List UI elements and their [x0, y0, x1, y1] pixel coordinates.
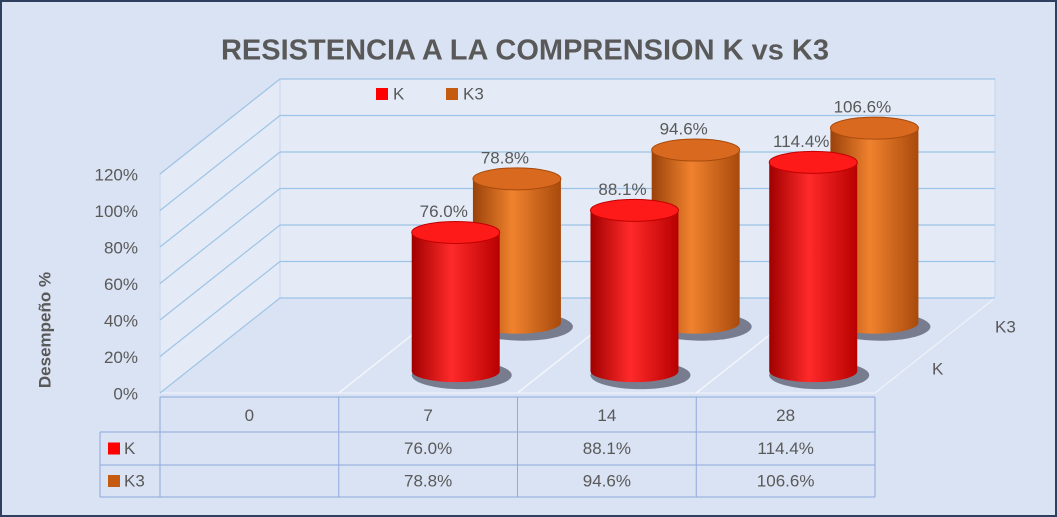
grid-line	[159, 187, 995, 284]
table-cell: 106.6%	[757, 471, 815, 490]
table-swatch	[108, 442, 120, 455]
table-cell: 114.4%	[757, 439, 813, 458]
y-tick-label: 40%	[104, 311, 138, 330]
legend-label: K3	[463, 84, 484, 103]
cylinder: 88.1%	[589, 180, 691, 390]
bar-top	[768, 150, 858, 174]
table-series-name: K	[124, 439, 136, 458]
y-tick-label: 120%	[95, 165, 138, 184]
y-tick-label: 60%	[104, 275, 138, 294]
data-label: 94.6%	[660, 120, 708, 139]
bar	[769, 162, 858, 383]
y-axis-title: Desempeño %	[35, 272, 54, 388]
grid-line	[159, 151, 995, 248]
cylinder: 76.0%	[411, 202, 512, 390]
x-tick-label: 28	[776, 406, 795, 425]
data-label: 114.4%	[773, 132, 829, 151]
bar-top	[411, 220, 501, 244]
bar-top	[651, 138, 741, 162]
bar	[411, 232, 500, 383]
y-tick-label: 80%	[104, 238, 138, 257]
data-label: 76.0%	[420, 202, 468, 221]
data-label: 78.8%	[481, 148, 529, 167]
data-label: 88.1%	[598, 180, 646, 199]
chart-title: RESISTENCIA A LA COMPRENSION K vs K3	[221, 35, 829, 67]
data-label: 106.6%	[834, 98, 892, 117]
depth-label: K	[932, 359, 944, 378]
bar	[590, 210, 679, 383]
table-cell: 88.1%	[583, 439, 631, 458]
x-tick-label: 7	[423, 406, 432, 425]
depth-label: K3	[995, 317, 1016, 336]
x-tick-label: 14	[597, 406, 616, 425]
table-swatch	[108, 475, 120, 487]
bar-top	[589, 198, 679, 222]
bar-top	[472, 167, 562, 191]
y-tick-label: 100%	[95, 202, 138, 221]
legend-label: K	[393, 84, 405, 103]
x-tick-label: 0	[245, 406, 254, 425]
table-cell: 78.8%	[404, 471, 452, 490]
table-cell: 94.6%	[583, 471, 631, 490]
legend-swatch	[376, 88, 388, 100]
y-tick-label: 20%	[104, 348, 138, 367]
bar-top	[829, 116, 919, 140]
grid-line	[159, 260, 995, 357]
legend-swatch	[446, 88, 458, 100]
cylinder: 114.4%	[768, 132, 870, 390]
grid-line	[159, 78, 995, 175]
table-cell: 76.0%	[404, 439, 452, 458]
grid-line	[159, 114, 995, 211]
grid-line	[159, 224, 995, 321]
table-series-name: K3	[124, 471, 145, 490]
grid-line	[159, 297, 995, 394]
y-tick-label: 0%	[113, 384, 138, 403]
